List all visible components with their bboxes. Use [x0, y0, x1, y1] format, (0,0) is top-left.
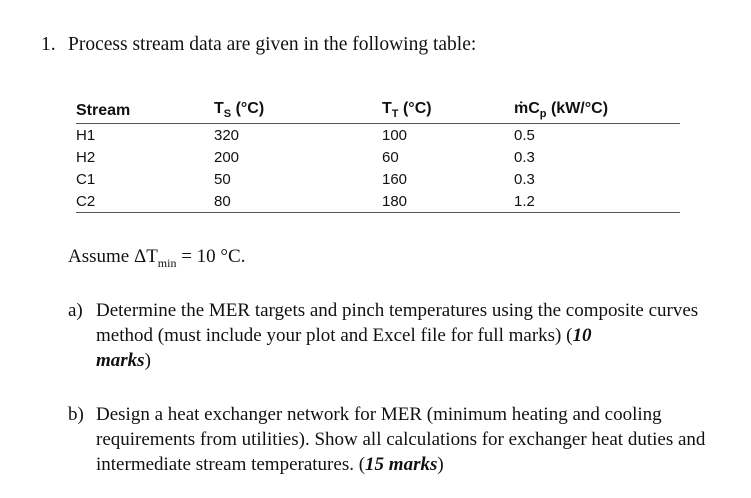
part-b: b) Design a heat exchanger network for M…	[68, 402, 718, 477]
header-stream: Stream	[76, 101, 131, 119]
table-row: C1 50 160 0.3	[76, 168, 680, 190]
cell-ts: 80	[214, 192, 231, 210]
table-row: H1 320 100 0.5	[76, 124, 680, 147]
part-b-text: Design a heat exchanger network for MER …	[96, 404, 706, 475]
table-row: H2 200 60 0.3	[76, 146, 680, 168]
part-a-label: a)	[68, 300, 83, 321]
table-header-row: Stream TS (°C) TT (°C) ṁCp (kW/°C)	[76, 98, 680, 124]
cell-mcp: 0.3	[514, 148, 535, 166]
table-row: C2 80 180 1.2	[76, 190, 680, 213]
cell-tt: 60	[382, 148, 399, 166]
cell-ts: 200	[214, 148, 240, 166]
cell-tt: 160	[382, 170, 408, 188]
cell-stream: C2	[76, 192, 96, 210]
part-b-label: b)	[68, 404, 84, 425]
question-number: 1.	[41, 34, 56, 55]
cell-ts: 320	[214, 126, 240, 144]
part-a: a) Determine the MER targets and pinch t…	[68, 298, 718, 373]
cell-mcp: 1.2	[514, 192, 535, 210]
header-target-temp: TT (°C)	[382, 100, 432, 121]
cell-tt: 100	[382, 126, 408, 144]
cell-stream: H1	[76, 126, 96, 144]
header-supply-temp: TS (°C)	[214, 100, 265, 121]
cell-stream: H2	[76, 148, 96, 166]
question-heading: 1. Process stream data are given in the f…	[41, 34, 476, 56]
cell-ts: 50	[214, 170, 231, 188]
cell-mcp: 0.3	[514, 170, 535, 188]
cell-stream: C1	[76, 170, 96, 188]
part-a-text: Determine the MER targets and pinch temp…	[96, 300, 699, 371]
stream-data-table: Stream TS (°C) TT (°C) ṁCp (kW/°C) H1 32…	[76, 98, 680, 213]
header-heat-capacity-flow: ṁCp (kW/°C)	[514, 100, 609, 121]
question-intro: Process stream data are given in the fol…	[68, 34, 477, 55]
cell-mcp: 0.5	[514, 126, 535, 144]
cell-tt: 180	[382, 192, 408, 210]
delta-t-min-assumption: Assume ΔTmin = 10 °C.	[68, 246, 246, 270]
